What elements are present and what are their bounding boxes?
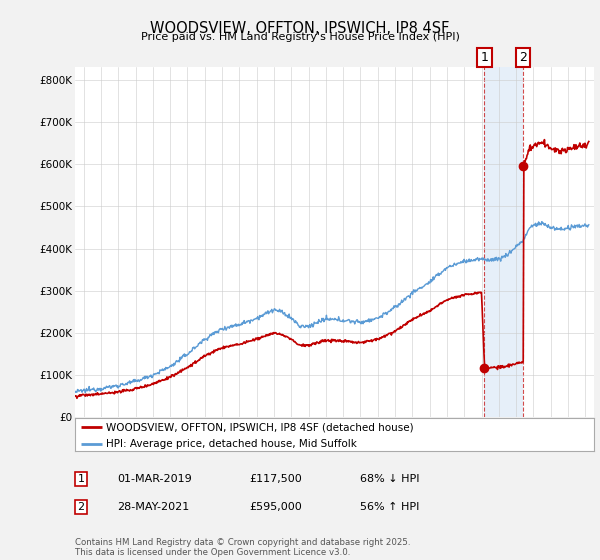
Text: 01-MAR-2019: 01-MAR-2019 [117,474,192,484]
Text: 28-MAY-2021: 28-MAY-2021 [117,502,189,512]
Text: 68% ↓ HPI: 68% ↓ HPI [360,474,419,484]
Text: 1: 1 [77,474,85,484]
Text: HPI: Average price, detached house, Mid Suffolk: HPI: Average price, detached house, Mid … [106,438,357,449]
Text: 2: 2 [77,502,85,512]
Text: Price paid vs. HM Land Registry's House Price Index (HPI): Price paid vs. HM Land Registry's House … [140,32,460,42]
Text: WOODSVIEW, OFFTON, IPSWICH, IP8 4SF (detached house): WOODSVIEW, OFFTON, IPSWICH, IP8 4SF (det… [106,422,414,432]
Text: 56% ↑ HPI: 56% ↑ HPI [360,502,419,512]
Text: 2: 2 [520,51,527,64]
Text: Contains HM Land Registry data © Crown copyright and database right 2025.
This d: Contains HM Land Registry data © Crown c… [75,538,410,557]
Text: £595,000: £595,000 [249,502,302,512]
Text: WOODSVIEW, OFFTON, IPSWICH, IP8 4SF: WOODSVIEW, OFFTON, IPSWICH, IP8 4SF [151,21,449,36]
Text: 1: 1 [481,51,488,64]
Bar [484,67,523,417]
Text: £117,500: £117,500 [249,474,302,484]
